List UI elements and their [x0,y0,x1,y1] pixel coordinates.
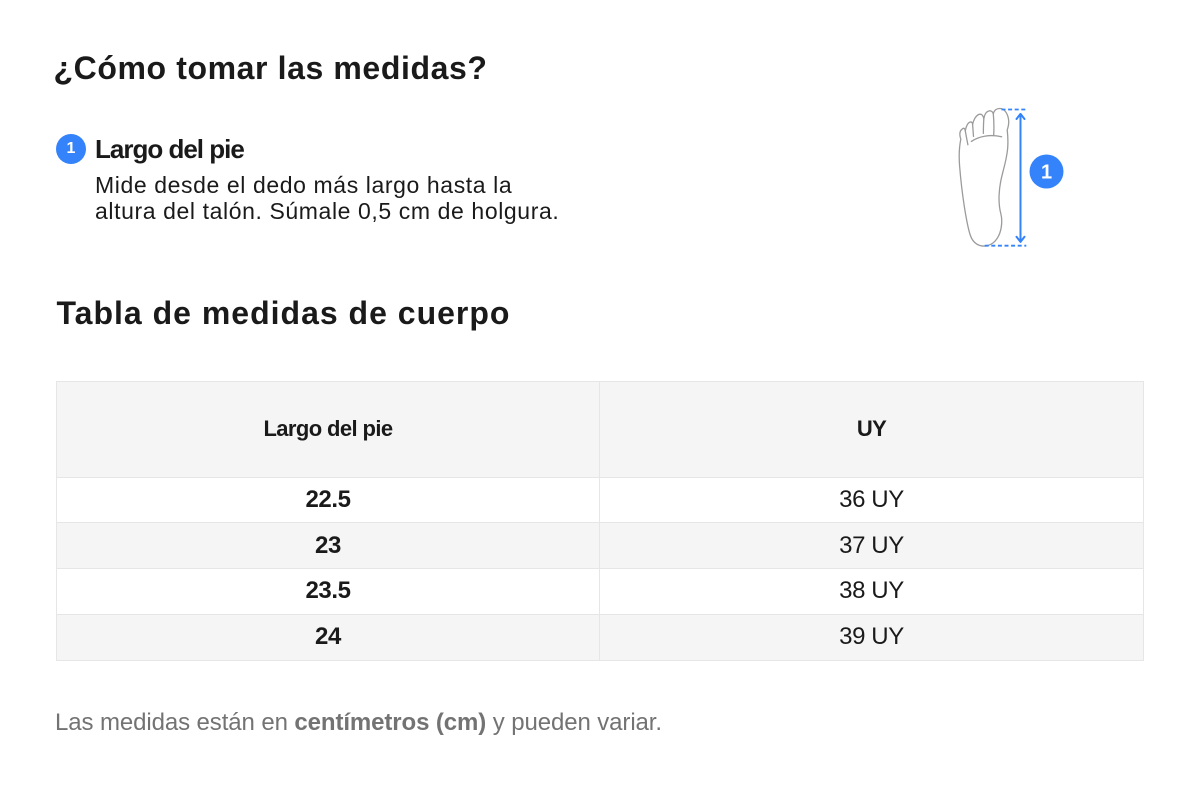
svg-text:1: 1 [1041,162,1052,184]
